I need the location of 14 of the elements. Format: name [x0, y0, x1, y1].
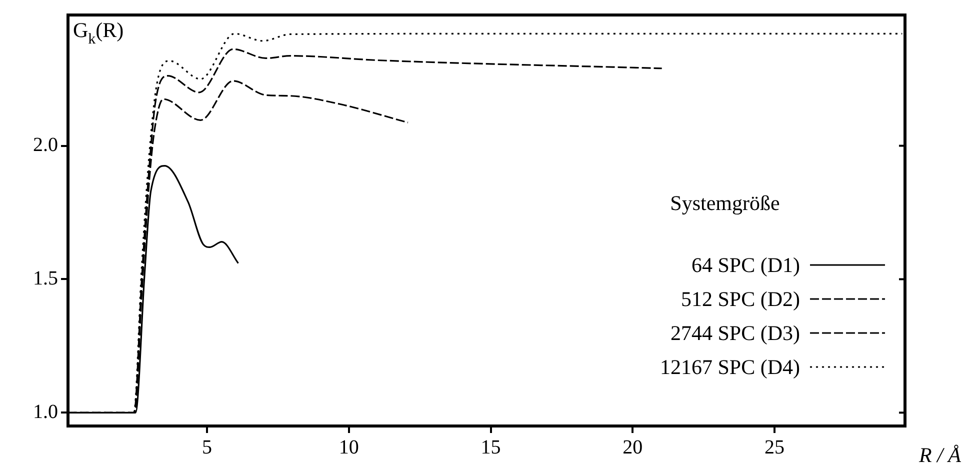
- x-tick-label: 20: [622, 436, 643, 458]
- y-tick-label: 2.0: [33, 134, 58, 156]
- x-axis-title: R / Å: [918, 443, 962, 467]
- legend-label: 512 SPC (D2): [680, 287, 800, 311]
- legend-label: 2744 SPC (D3): [670, 321, 800, 345]
- y-tick-label: 1.5: [33, 267, 58, 290]
- y-tick-label: 1.0: [33, 400, 58, 423]
- x-tick-label: 10: [338, 436, 359, 458]
- legend-label: 12167 SPC (D4): [660, 355, 800, 379]
- x-tick-label: 25: [764, 436, 784, 458]
- legend-label: 64 SPC (D1): [691, 253, 800, 277]
- x-tick-label: 5: [202, 436, 212, 458]
- x-tick-label: 15: [480, 436, 501, 458]
- legend-title: Systemgröße: [670, 191, 780, 215]
